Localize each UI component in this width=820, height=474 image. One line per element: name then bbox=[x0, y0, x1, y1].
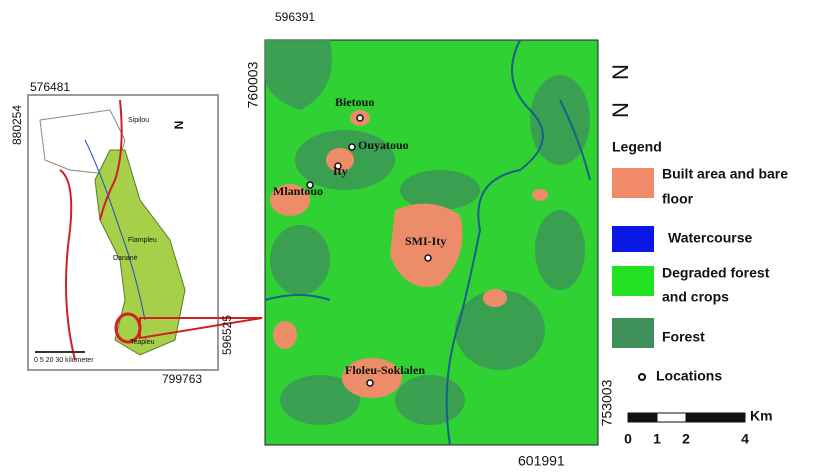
north-arrow: N bbox=[608, 102, 633, 118]
location-label: Ouyatouo bbox=[358, 138, 409, 152]
legend-label: Locations bbox=[656, 368, 722, 384]
coordinate: 880254 bbox=[10, 105, 24, 145]
scale-tick: 2 bbox=[682, 431, 690, 447]
location-label: SMI-Ity bbox=[405, 234, 446, 248]
legend-label: Built area and bare bbox=[662, 166, 788, 182]
location-label: Mlantouo bbox=[273, 184, 323, 198]
legend-marker bbox=[639, 374, 645, 380]
map-figure: 576481 880254 596525 799763 Sipilou Flam… bbox=[0, 0, 820, 474]
scale-unit: Km bbox=[750, 408, 773, 424]
legend-title: Legend bbox=[612, 139, 662, 155]
legend-swatch bbox=[612, 168, 654, 198]
legend-label: floor bbox=[662, 191, 694, 207]
location-label: Floleu-Soklalen bbox=[345, 363, 425, 377]
scale-tick: 1 bbox=[653, 431, 661, 447]
place: Sipilou bbox=[128, 117, 149, 124]
coordinate: 799763 bbox=[162, 372, 202, 386]
legend-swatch bbox=[612, 226, 654, 252]
legend-swatch bbox=[612, 318, 654, 348]
legend-label: Watercourse bbox=[668, 230, 753, 246]
place: Flampleu bbox=[128, 237, 157, 244]
legend-swatch bbox=[612, 266, 654, 296]
coordinate: 601991 bbox=[518, 453, 565, 469]
location-label: Bietouo bbox=[335, 95, 374, 109]
north-arrow: N bbox=[608, 64, 633, 80]
scale-tick: 4 bbox=[741, 431, 749, 447]
legend-label: and crops bbox=[662, 289, 729, 305]
coordinate: 596391 bbox=[275, 10, 315, 24]
place: Danané bbox=[113, 255, 138, 262]
scale-tick: 0 bbox=[624, 431, 632, 447]
scale-bar bbox=[628, 413, 745, 422]
north-arrow: N bbox=[172, 121, 186, 130]
coordinate: 760003 bbox=[245, 61, 261, 108]
coordinate: 576481 bbox=[30, 80, 70, 94]
location-label: Ity bbox=[333, 164, 348, 178]
coordinate: 596525 bbox=[220, 315, 234, 355]
place: Teapleu bbox=[130, 339, 155, 346]
legend-label: Forest bbox=[662, 329, 705, 345]
scale-label: 0 5 20 30 kilometer bbox=[34, 357, 94, 364]
coordinate: 753003 bbox=[599, 379, 615, 426]
legend-label: Degraded forest bbox=[662, 265, 770, 281]
